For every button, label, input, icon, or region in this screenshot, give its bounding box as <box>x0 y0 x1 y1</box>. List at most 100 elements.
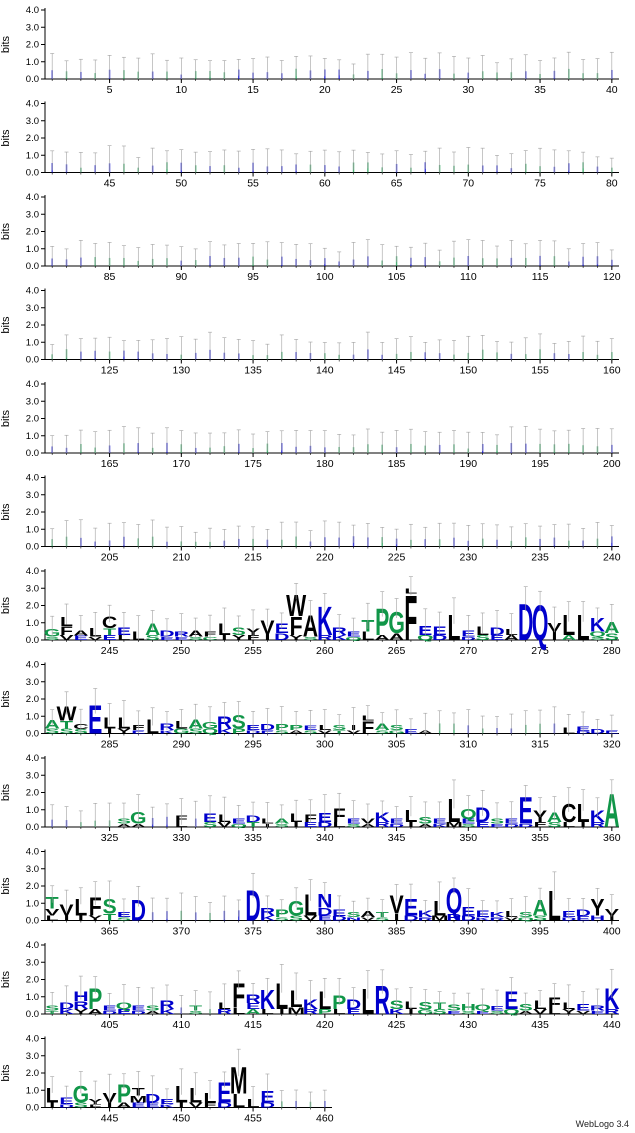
logo-letter-L: L <box>548 1008 561 1016</box>
y-tick-label: 2.0 <box>26 507 39 518</box>
y-tick-label: 3.0 <box>26 303 39 314</box>
logo-letter-T: T <box>46 1010 60 1015</box>
logo-letter-I: I <box>178 1102 184 1110</box>
logo-letter-T: T <box>103 912 116 922</box>
x-tick-label: 420 <box>316 1019 334 1031</box>
y-tick-label: 3.0 <box>26 490 39 501</box>
logo-letter-R: R <box>604 1008 620 1016</box>
logo-letter-F: F <box>361 718 374 738</box>
logo-letter-R: R <box>245 992 261 1006</box>
x-tick-label: 280 <box>603 645 621 657</box>
logo-letter-V: V <box>547 620 562 634</box>
x-tick-label: 255 <box>244 645 262 657</box>
logo-letter-S: S <box>289 915 303 923</box>
logo-letter-A: A <box>88 1008 104 1016</box>
logo-letter-I: I <box>551 629 557 643</box>
logo-letter-T: T <box>132 1086 146 1098</box>
logo-letter-E: E <box>160 636 174 641</box>
x-tick-label: 415 <box>244 1019 262 1031</box>
x-tick-label: 345 <box>388 832 406 844</box>
y-tick-label: 2.0 <box>26 601 39 612</box>
x-tick-label: 135 <box>244 365 262 377</box>
logo-letter-S: S <box>433 1008 447 1016</box>
logo-letter-A: A <box>274 818 290 826</box>
logo-letter-L: L <box>275 977 288 1017</box>
x-tick-label: 200 <box>603 458 621 470</box>
logo-letter-S: S <box>146 634 160 642</box>
y-tick-label: 0.0 <box>26 448 39 459</box>
logo-letter-K: K <box>159 1103 174 1108</box>
logo-letter-E: E <box>447 1010 461 1015</box>
logo-letter-S: S <box>461 823 475 828</box>
y-tick-label: 1.0 <box>26 150 39 161</box>
logo-letter-M: M <box>431 915 449 923</box>
logo-letter-R: R <box>590 821 606 829</box>
logo-letter-G: G <box>173 728 190 736</box>
logo-letter-F: F <box>534 821 547 829</box>
y-axis-label: bits <box>0 222 12 240</box>
x-tick-label: 205 <box>101 552 119 564</box>
x-tick-label: 100 <box>316 271 334 283</box>
logo-letter-A: A <box>604 784 619 837</box>
y-tick-label: 0.0 <box>26 1103 39 1114</box>
logo-letter-M: M <box>230 1059 248 1102</box>
logo-letter-P: P <box>318 1008 333 1016</box>
logo-letter-S: S <box>59 728 73 736</box>
logo-letter-Q: Q <box>503 1008 520 1016</box>
y-tick-label: 2.0 <box>26 414 39 425</box>
logo-letter-V: V <box>533 1008 548 1016</box>
x-tick-label: 230 <box>460 552 478 564</box>
logo-letter-F: F <box>404 584 417 655</box>
logo-panel-3: bits 0.0 1.0 2.0 3.0 4.0 85 90 95 100 105 110 115 120 <box>0 192 621 283</box>
logo-letter-D: D <box>561 916 576 921</box>
x-tick-label: 340 <box>316 832 334 844</box>
logo-letter-A: A <box>131 823 146 828</box>
logo-panel-1: bits 0.0 1.0 2.0 3.0 4.0 5 10 15 20 25 30 35 40 <box>0 5 619 96</box>
logo-letter-V: V <box>88 636 103 641</box>
logo-letter-Q: Q <box>532 596 549 652</box>
logo-letter-R: R <box>446 912 461 922</box>
x-tick-label: 275 <box>531 645 549 657</box>
x-tick-label: 455 <box>244 1113 262 1125</box>
y-tick-label: 4.0 <box>26 286 39 297</box>
y-tick-label: 2.0 <box>26 694 39 705</box>
x-tick-label: 335 <box>244 832 262 844</box>
logo-letter-L: L <box>562 821 575 829</box>
logo-letter-V: V <box>303 915 318 923</box>
logo-letter-D: D <box>461 915 476 923</box>
logo-letter-I: I <box>394 912 400 922</box>
logo-letter-I: I <box>580 821 586 829</box>
y-tick-label: 4.0 <box>26 566 39 577</box>
x-tick-label: 105 <box>388 271 406 283</box>
x-tick-label: 115 <box>532 271 549 283</box>
logo-letter-E: E <box>490 634 504 642</box>
y-tick-label: 2.0 <box>26 227 39 238</box>
logo-letter-A: A <box>518 1010 533 1015</box>
y-tick-label: 4.0 <box>26 1034 39 1045</box>
x-tick-label: 45 <box>104 178 116 190</box>
logo-letter-D: D <box>317 821 332 829</box>
logo-letter-E: E <box>404 894 418 920</box>
logo-letter-Y: Y <box>232 634 247 642</box>
logo-letter-E: E <box>131 1102 145 1110</box>
logo-letter-D: D <box>217 1102 232 1110</box>
logo-letter-K: K <box>604 984 620 1016</box>
x-tick-label: 260 <box>316 645 334 657</box>
x-tick-label: 195 <box>531 458 549 470</box>
y-tick-label: 0.0 <box>26 261 39 272</box>
logo-letter-T: T <box>247 821 260 829</box>
x-tick-label: 5 <box>107 84 113 96</box>
logo-letter-I: I <box>279 1008 285 1016</box>
x-tick-label: 80 <box>606 178 618 190</box>
logo-letter-R: R <box>375 821 391 829</box>
logo-letter-V: V <box>346 729 361 734</box>
logo-panel-5: bits 0.0 1.0 2.0 3.0 4.0 165 170 175 180 185 190 195… <box>0 379 621 470</box>
logo-letter-L: L <box>577 799 590 829</box>
x-tick-label: 90 <box>175 271 187 283</box>
logo-letter-P: P <box>88 984 102 1016</box>
logo-letter-M: M <box>129 1094 147 1104</box>
logo-letter-T: T <box>333 729 347 734</box>
y-tick-label: 4.0 <box>26 5 39 16</box>
y-axis-label: bits <box>0 316 12 334</box>
